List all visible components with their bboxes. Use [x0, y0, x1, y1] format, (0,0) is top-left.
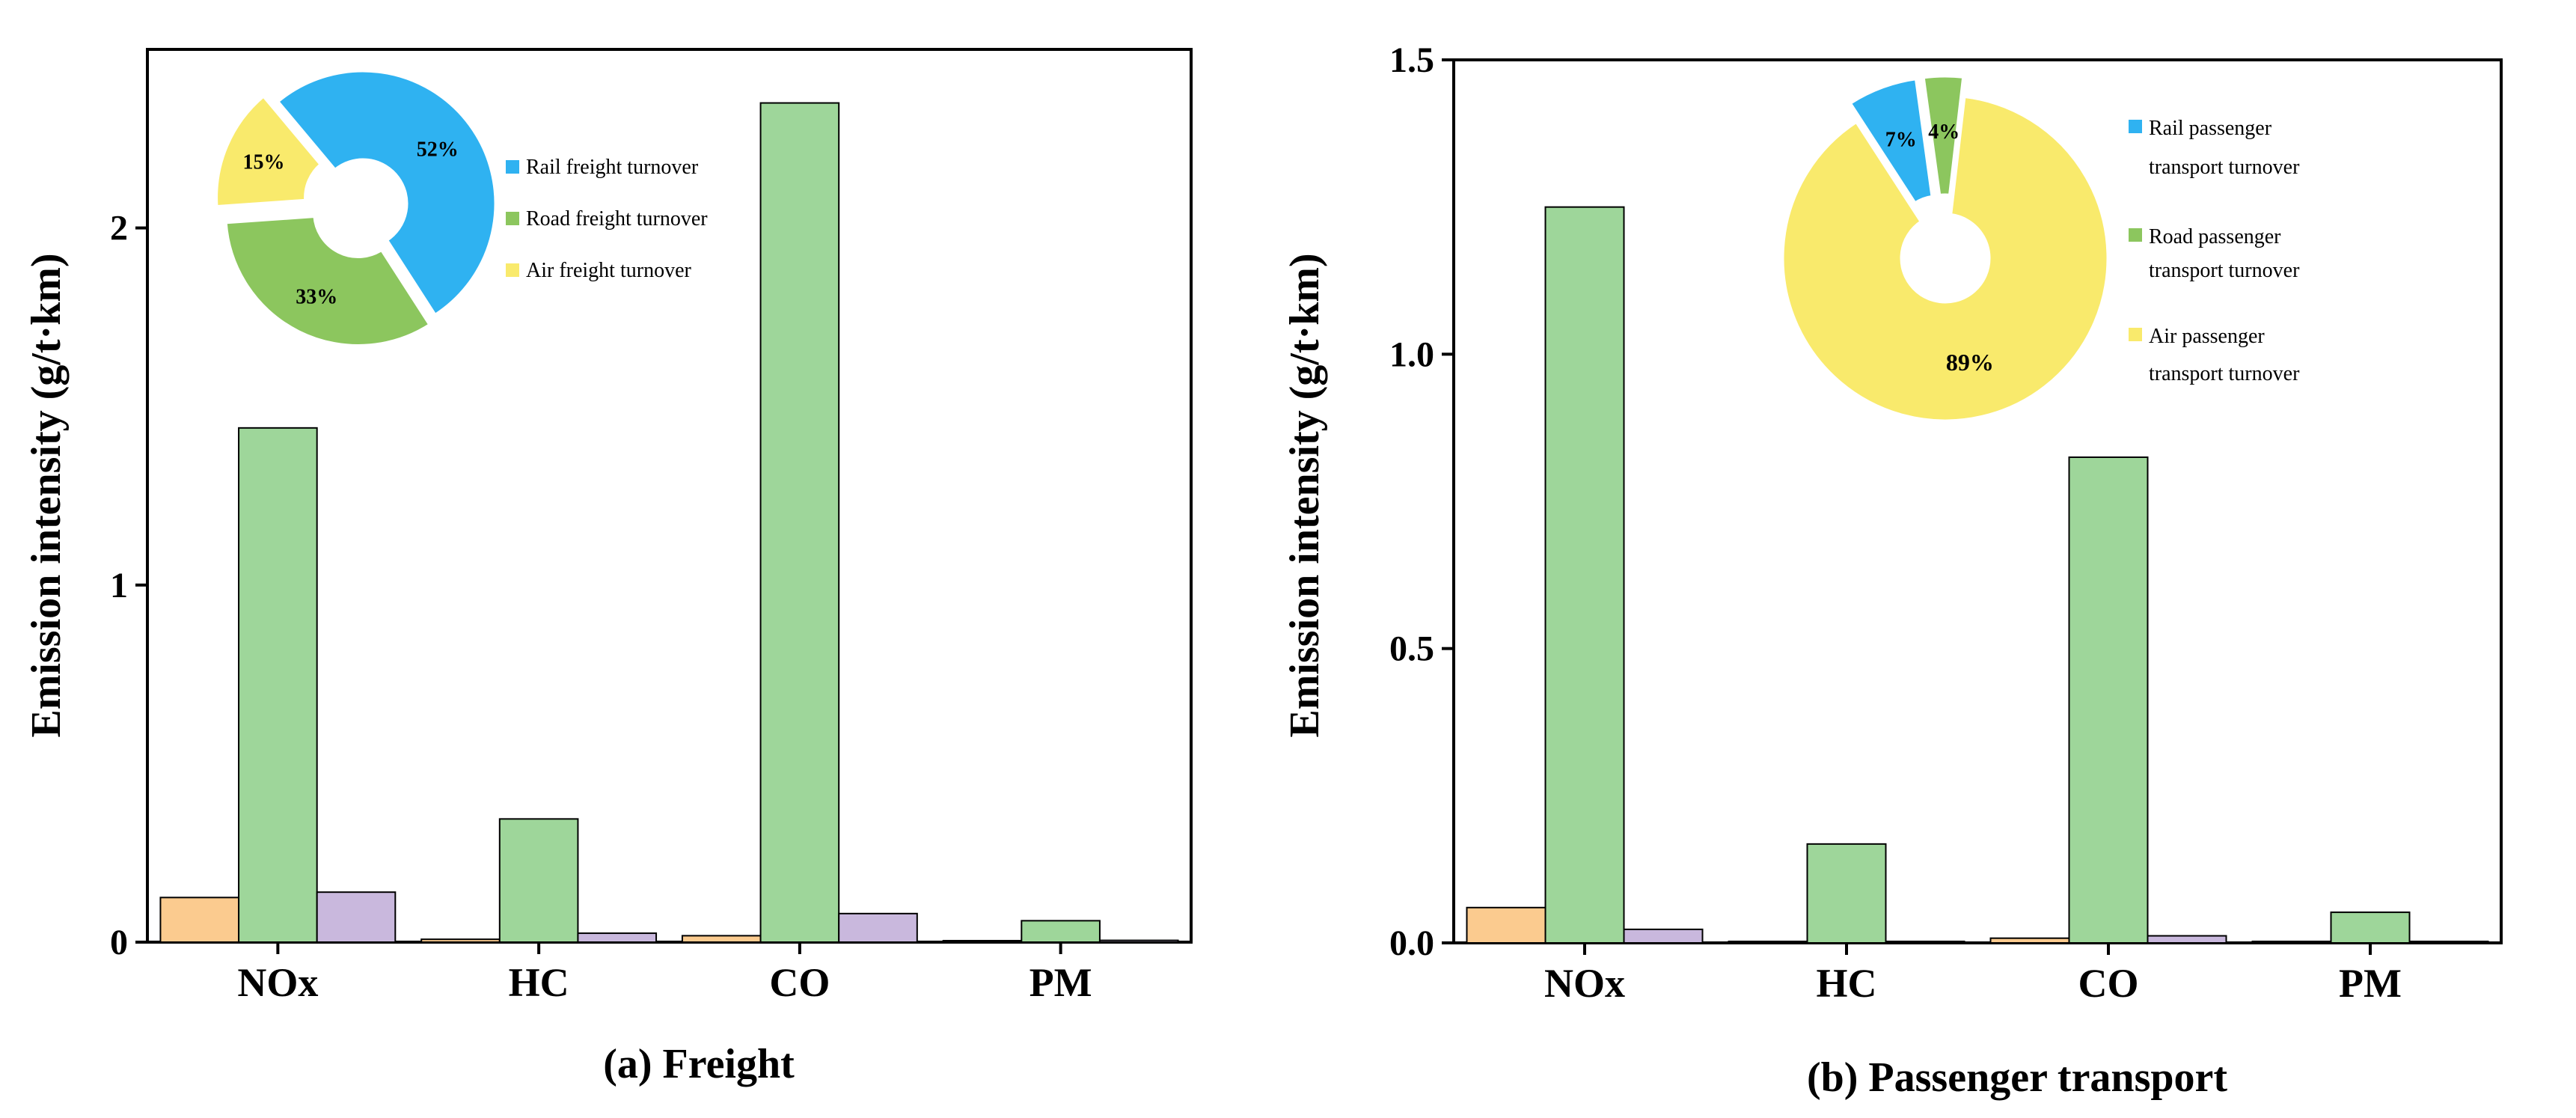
legend-label-air-passenger-line1: Air passenger	[2149, 325, 2265, 348]
legend-label-rail-passenger-line1: Rail passenger	[2149, 117, 2272, 140]
y-tick-label: 0.5	[1389, 629, 1434, 669]
bar-rail-hc	[1728, 941, 1808, 944]
x-tick-label: CO	[2078, 961, 2139, 1006]
panel-a-bars	[159, 102, 1179, 944]
bar-road-pm	[1021, 920, 1101, 944]
panel-b-y-axis-title: Emission intensity (g/t·km)	[1282, 253, 1328, 737]
bar-road-nox	[1544, 206, 1625, 944]
panel-b-passenger-chart: 0.0 0.5 1.0 1.5 NOx HC CO PM Emission intensit…	[1282, 40, 2503, 1101]
pie-slice-0	[1847, 76, 1935, 207]
bar-road-pm	[2330, 911, 2411, 944]
panel-b-inset-donut: 7% 4% 89%	[1780, 73, 2111, 424]
legend-label-road-passenger-line1: Road passenger	[2149, 225, 2281, 248]
bar-air-hc	[577, 932, 658, 943]
panel-a-y-axis-title: Emission intensity (g/t·km)	[23, 253, 70, 737]
panel-a-pie-legend: Rail freight turnover Road freight turno…	[506, 156, 708, 282]
bar-rail-co	[681, 935, 762, 943]
bar-road-nox	[238, 427, 318, 943]
y-tick-label: 0	[110, 923, 128, 962]
bar-air-co	[838, 912, 918, 943]
pie-slice-1	[223, 213, 433, 348]
y-tick-label: 1	[110, 566, 128, 605]
pie-value-label: 52%	[417, 138, 459, 161]
legend-label-road-freight: Road freight turnover	[526, 207, 708, 230]
bar-rail-nox	[159, 896, 240, 943]
legend-swatch-road-freight	[506, 212, 519, 225]
panel-a-inset-donut: 52% 33% 15%	[214, 68, 498, 348]
legend-swatch-air-freight	[506, 263, 519, 277]
panel-b-bars	[1466, 206, 2489, 944]
x-tick-label: PM	[2339, 961, 2402, 1006]
x-tick-label: NOx	[1544, 961, 1625, 1006]
pie-value-label: 89%	[1946, 349, 1994, 376]
panel-b-pie-legend: Rail passenger transport turnover Road p…	[2129, 117, 2300, 385]
legend-swatch-air-passenger	[2129, 328, 2142, 341]
bar-rail-nox	[1466, 906, 1546, 944]
x-tick-label: NOx	[237, 960, 318, 1005]
legend-swatch-rail-passenger	[2129, 120, 2142, 133]
pie-slice-2	[214, 93, 324, 210]
x-tick-label: HC	[1817, 961, 1877, 1006]
y-tick-label: 1.0	[1389, 335, 1434, 374]
panel-b-y-axis: 0.0 0.5 1.0 1.5	[1389, 40, 1454, 963]
legend-label-air-freight: Air freight turnover	[526, 259, 691, 282]
bar-rail-pm	[942, 940, 1023, 943]
panel-b-x-axis: NOx HC CO PM	[1544, 943, 2402, 1006]
pie-slice-0	[275, 68, 498, 319]
bar-road-hc	[1806, 843, 1887, 944]
pie-slice-2	[1780, 94, 2111, 424]
legend-swatch-road-passenger	[2129, 228, 2142, 242]
panel-a-plot-frame	[146, 48, 1193, 944]
bar-road-hc	[498, 818, 579, 943]
x-tick-label: PM	[1030, 960, 1092, 1005]
pie-value-label: 33%	[296, 285, 337, 308]
pie-value-label: 15%	[242, 151, 284, 174]
panel-a-freight-chart: 0 1 2 NOx HC CO PM Emission intensity (g/t·km…	[23, 48, 1193, 1087]
y-tick-label: 0.0	[1389, 923, 1434, 963]
x-tick-label: CO	[769, 960, 830, 1005]
bar-rail-pm	[2251, 941, 2332, 944]
bar-air-pm	[1098, 939, 1179, 944]
bar-air-hc	[1885, 941, 1965, 944]
y-tick-label: 2	[110, 209, 128, 248]
legend-label-rail-freight: Rail freight turnover	[526, 156, 699, 179]
bar-air-co	[2147, 935, 2227, 944]
bar-road-co	[759, 102, 840, 944]
pie-value-label: 7%	[1885, 129, 1917, 152]
legend-swatch-rail-freight	[506, 160, 519, 174]
panel-b-plot-frame	[1452, 58, 2503, 944]
legend-label-road-passenger-line2: transport turnover	[2149, 259, 2300, 282]
panel-a-caption: (a) Freight	[603, 1041, 795, 1087]
panel-a-x-axis: NOx HC CO PM	[237, 942, 1092, 1005]
bar-air-pm	[2408, 941, 2489, 944]
panel-b-caption: (b) Passenger transport	[1807, 1054, 2227, 1101]
x-tick-label: HC	[509, 960, 569, 1005]
bar-air-nox	[1623, 928, 1704, 944]
legend-label-rail-passenger-line2: transport turnover	[2149, 156, 2300, 179]
pie-value-label: 4%	[1928, 120, 1959, 144]
bar-road-co	[2068, 456, 2149, 944]
panel-a-y-axis: 0 1 2	[110, 209, 147, 962]
bar-air-nox	[316, 891, 397, 944]
y-tick-label: 1.5	[1389, 40, 1434, 80]
pie-slice-1	[1921, 73, 1966, 198]
bar-rail-hc	[420, 938, 501, 943]
legend-label-air-passenger-line2: transport turnover	[2149, 362, 2300, 385]
bar-rail-co	[1989, 937, 2070, 944]
